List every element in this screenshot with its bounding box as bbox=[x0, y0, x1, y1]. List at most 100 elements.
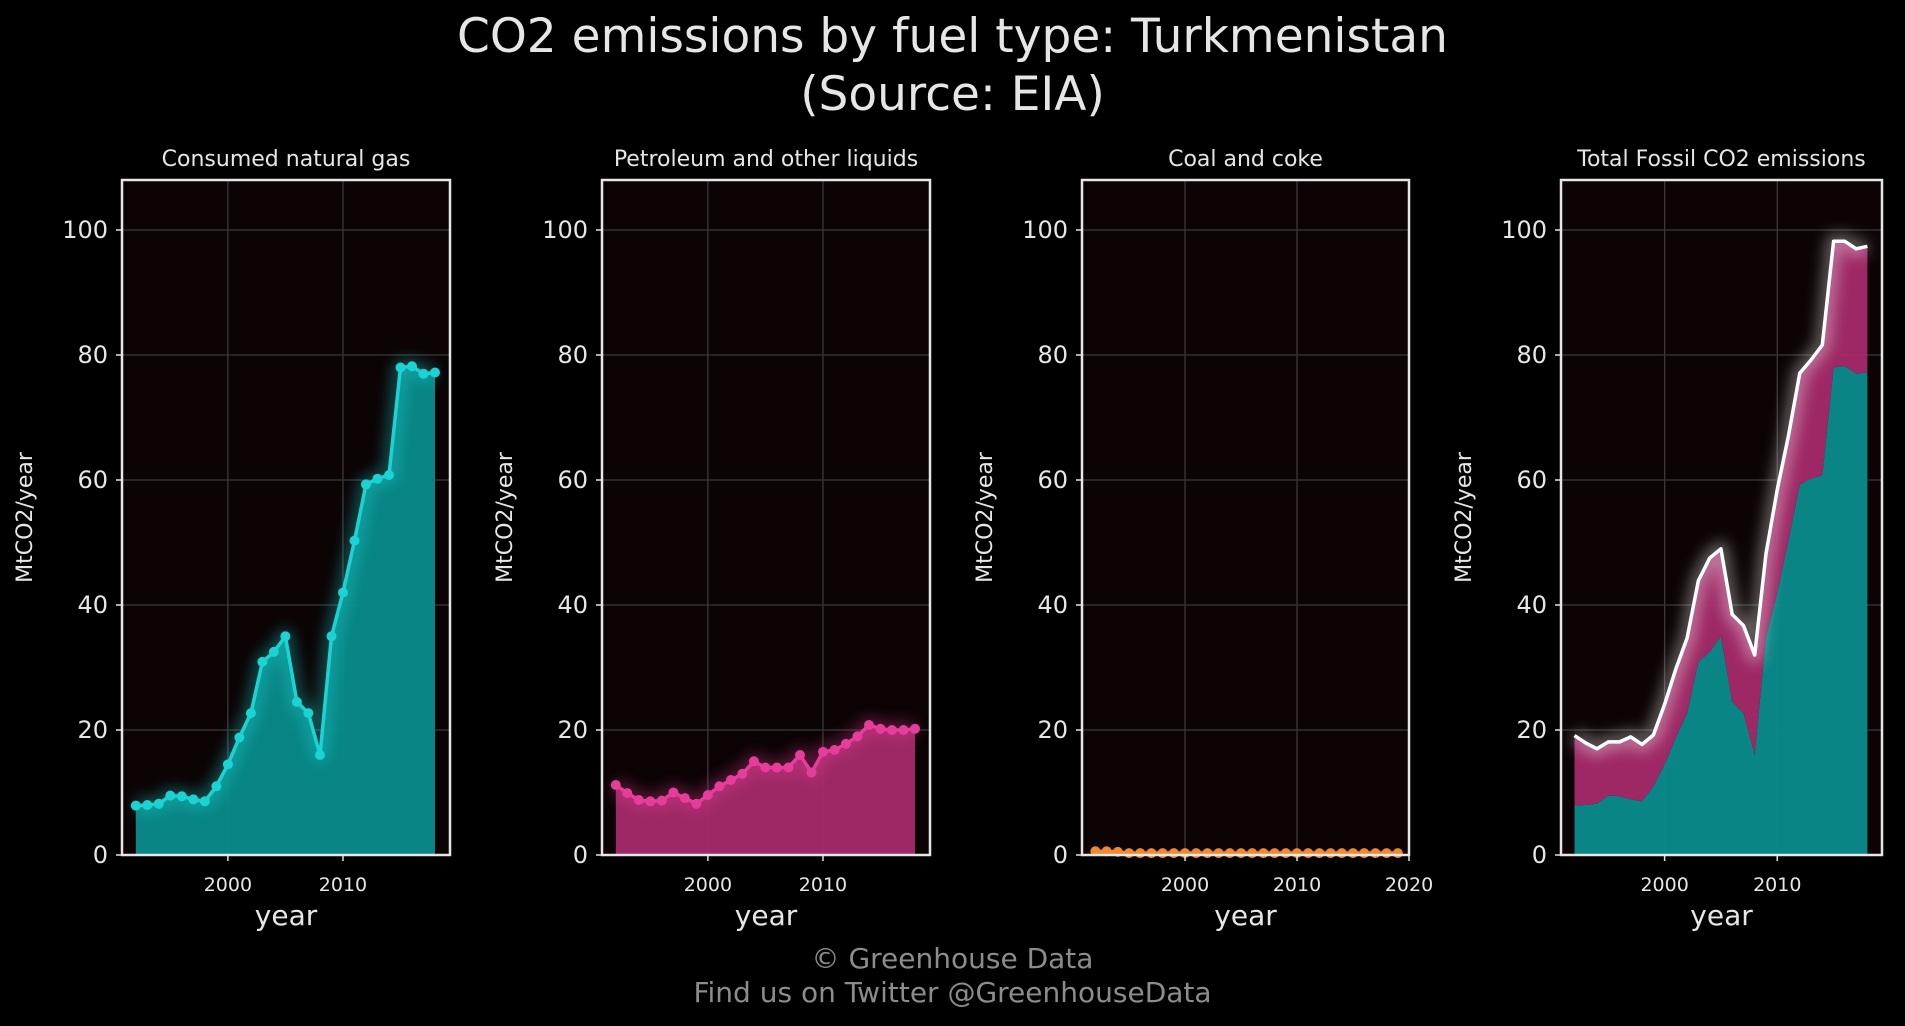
y-tick-label: 20 bbox=[1037, 716, 1068, 744]
y-tick-label: 80 bbox=[77, 341, 108, 369]
data-point bbox=[176, 791, 187, 802]
data-point bbox=[1314, 848, 1325, 859]
data-point bbox=[211, 781, 222, 792]
stacked-area-gas bbox=[1574, 366, 1868, 855]
data-point bbox=[280, 631, 291, 642]
data-point bbox=[610, 780, 621, 790]
data-point bbox=[679, 793, 690, 804]
data-point bbox=[1392, 848, 1403, 859]
data-point bbox=[395, 362, 406, 373]
figure-title: CO2 emissions by fuel type: Turkmenistan bbox=[457, 9, 1448, 64]
data-point bbox=[737, 768, 748, 779]
plot-frame bbox=[600, 178, 932, 857]
x-axis-label: year bbox=[1690, 899, 1753, 932]
panel-title: Consumed natural gas bbox=[162, 147, 411, 172]
data-point bbox=[1135, 848, 1146, 859]
figure-title-block: CO2 emissions by fuel type: Turkmenistan… bbox=[0, 8, 1905, 124]
data-point bbox=[864, 720, 874, 730]
data-point bbox=[1236, 848, 1246, 859]
y-axis-label: MtCO2/year bbox=[973, 451, 998, 583]
data-point bbox=[199, 796, 210, 807]
y-axis-label: MtCO2/year bbox=[1452, 451, 1477, 583]
data-point bbox=[326, 631, 337, 642]
plot-area bbox=[1082, 180, 1409, 855]
data-point bbox=[268, 646, 279, 657]
x-tick-label: 2010 bbox=[1753, 874, 1801, 896]
data-point bbox=[1359, 848, 1370, 859]
data-point bbox=[165, 790, 176, 801]
data-point bbox=[714, 781, 725, 792]
x-tick-label: 2000 bbox=[204, 874, 252, 896]
data-point bbox=[795, 750, 805, 760]
data-point bbox=[829, 745, 840, 755]
panel-4: 0 20 40 60 80 100 2000 2010 Total Fossil CO2 emi… bbox=[1452, 147, 1884, 932]
x-axis-label: year bbox=[735, 899, 798, 932]
data-point bbox=[291, 696, 302, 707]
total-line bbox=[1573, 239, 1868, 751]
data-point bbox=[1303, 848, 1314, 859]
data-point bbox=[887, 725, 897, 735]
data-point bbox=[234, 732, 245, 743]
y-tick-label: 0 bbox=[1532, 841, 1547, 869]
y-tick-label: 0 bbox=[1053, 841, 1068, 869]
y-tick-label: 80 bbox=[557, 341, 588, 369]
y-tick-label: 100 bbox=[542, 216, 588, 244]
data-point bbox=[1325, 848, 1336, 859]
y-axis-label: MtCO2/year bbox=[13, 451, 38, 583]
data-point bbox=[748, 756, 759, 767]
x-axis-label: year bbox=[255, 899, 318, 932]
data-point bbox=[153, 798, 164, 809]
x-tick-label: 2010 bbox=[799, 874, 847, 896]
x-tick-label: 2000 bbox=[1640, 874, 1688, 896]
y-tick-label: 80 bbox=[1516, 341, 1547, 369]
y-tick-label: 60 bbox=[77, 466, 108, 494]
y-tick-label: 0 bbox=[93, 841, 108, 869]
panel-title: Total Fossil CO2 emissions bbox=[1576, 147, 1866, 172]
data-point bbox=[1336, 848, 1347, 859]
data-point bbox=[257, 656, 268, 667]
data-point bbox=[338, 587, 348, 598]
data-point bbox=[1247, 848, 1258, 859]
y-tick-label: 100 bbox=[62, 216, 108, 244]
data-point bbox=[142, 800, 153, 810]
data-point bbox=[1348, 848, 1358, 859]
y-tick-label: 40 bbox=[557, 591, 588, 619]
panel-2: 0 20 40 60 80 100 2000 2010 Petroleum and other … bbox=[493, 147, 932, 932]
data-point bbox=[372, 473, 383, 484]
series-line bbox=[1095, 849, 1398, 855]
data-point bbox=[349, 535, 360, 546]
data-point bbox=[656, 795, 667, 806]
data-point bbox=[1168, 848, 1179, 859]
x-tick-label: 2000 bbox=[1161, 874, 1209, 896]
data-point bbox=[1213, 848, 1224, 859]
credit-block: © Greenhouse Data Find us on Twitter @Gr… bbox=[0, 942, 1905, 1010]
data-point bbox=[806, 767, 817, 778]
data-point bbox=[1202, 848, 1213, 859]
data-point bbox=[1269, 848, 1280, 859]
data-point bbox=[1157, 848, 1168, 859]
data-point bbox=[1280, 848, 1291, 859]
data-point bbox=[771, 762, 782, 773]
data-point bbox=[1146, 848, 1157, 859]
series-area bbox=[615, 725, 915, 855]
plot-frame bbox=[120, 178, 452, 857]
y-tick-label: 60 bbox=[557, 466, 588, 494]
data-point bbox=[1191, 848, 1202, 859]
plot-frame bbox=[1559, 178, 1884, 857]
y-tick-label: 20 bbox=[77, 716, 108, 744]
credit-text: © Greenhouse Data bbox=[811, 942, 1094, 975]
x-tick-label: 2010 bbox=[319, 874, 367, 896]
data-point bbox=[384, 470, 394, 480]
data-point bbox=[222, 759, 233, 770]
data-point bbox=[910, 723, 920, 734]
data-point bbox=[1124, 848, 1134, 859]
series-area bbox=[135, 366, 436, 855]
data-point bbox=[702, 790, 713, 800]
data-point bbox=[430, 367, 440, 378]
credit-twitter: Find us on Twitter @GreenhouseData bbox=[693, 976, 1212, 1009]
data-point bbox=[188, 794, 199, 805]
data-point bbox=[1224, 848, 1235, 859]
data-point bbox=[783, 762, 794, 773]
data-point bbox=[691, 798, 702, 809]
